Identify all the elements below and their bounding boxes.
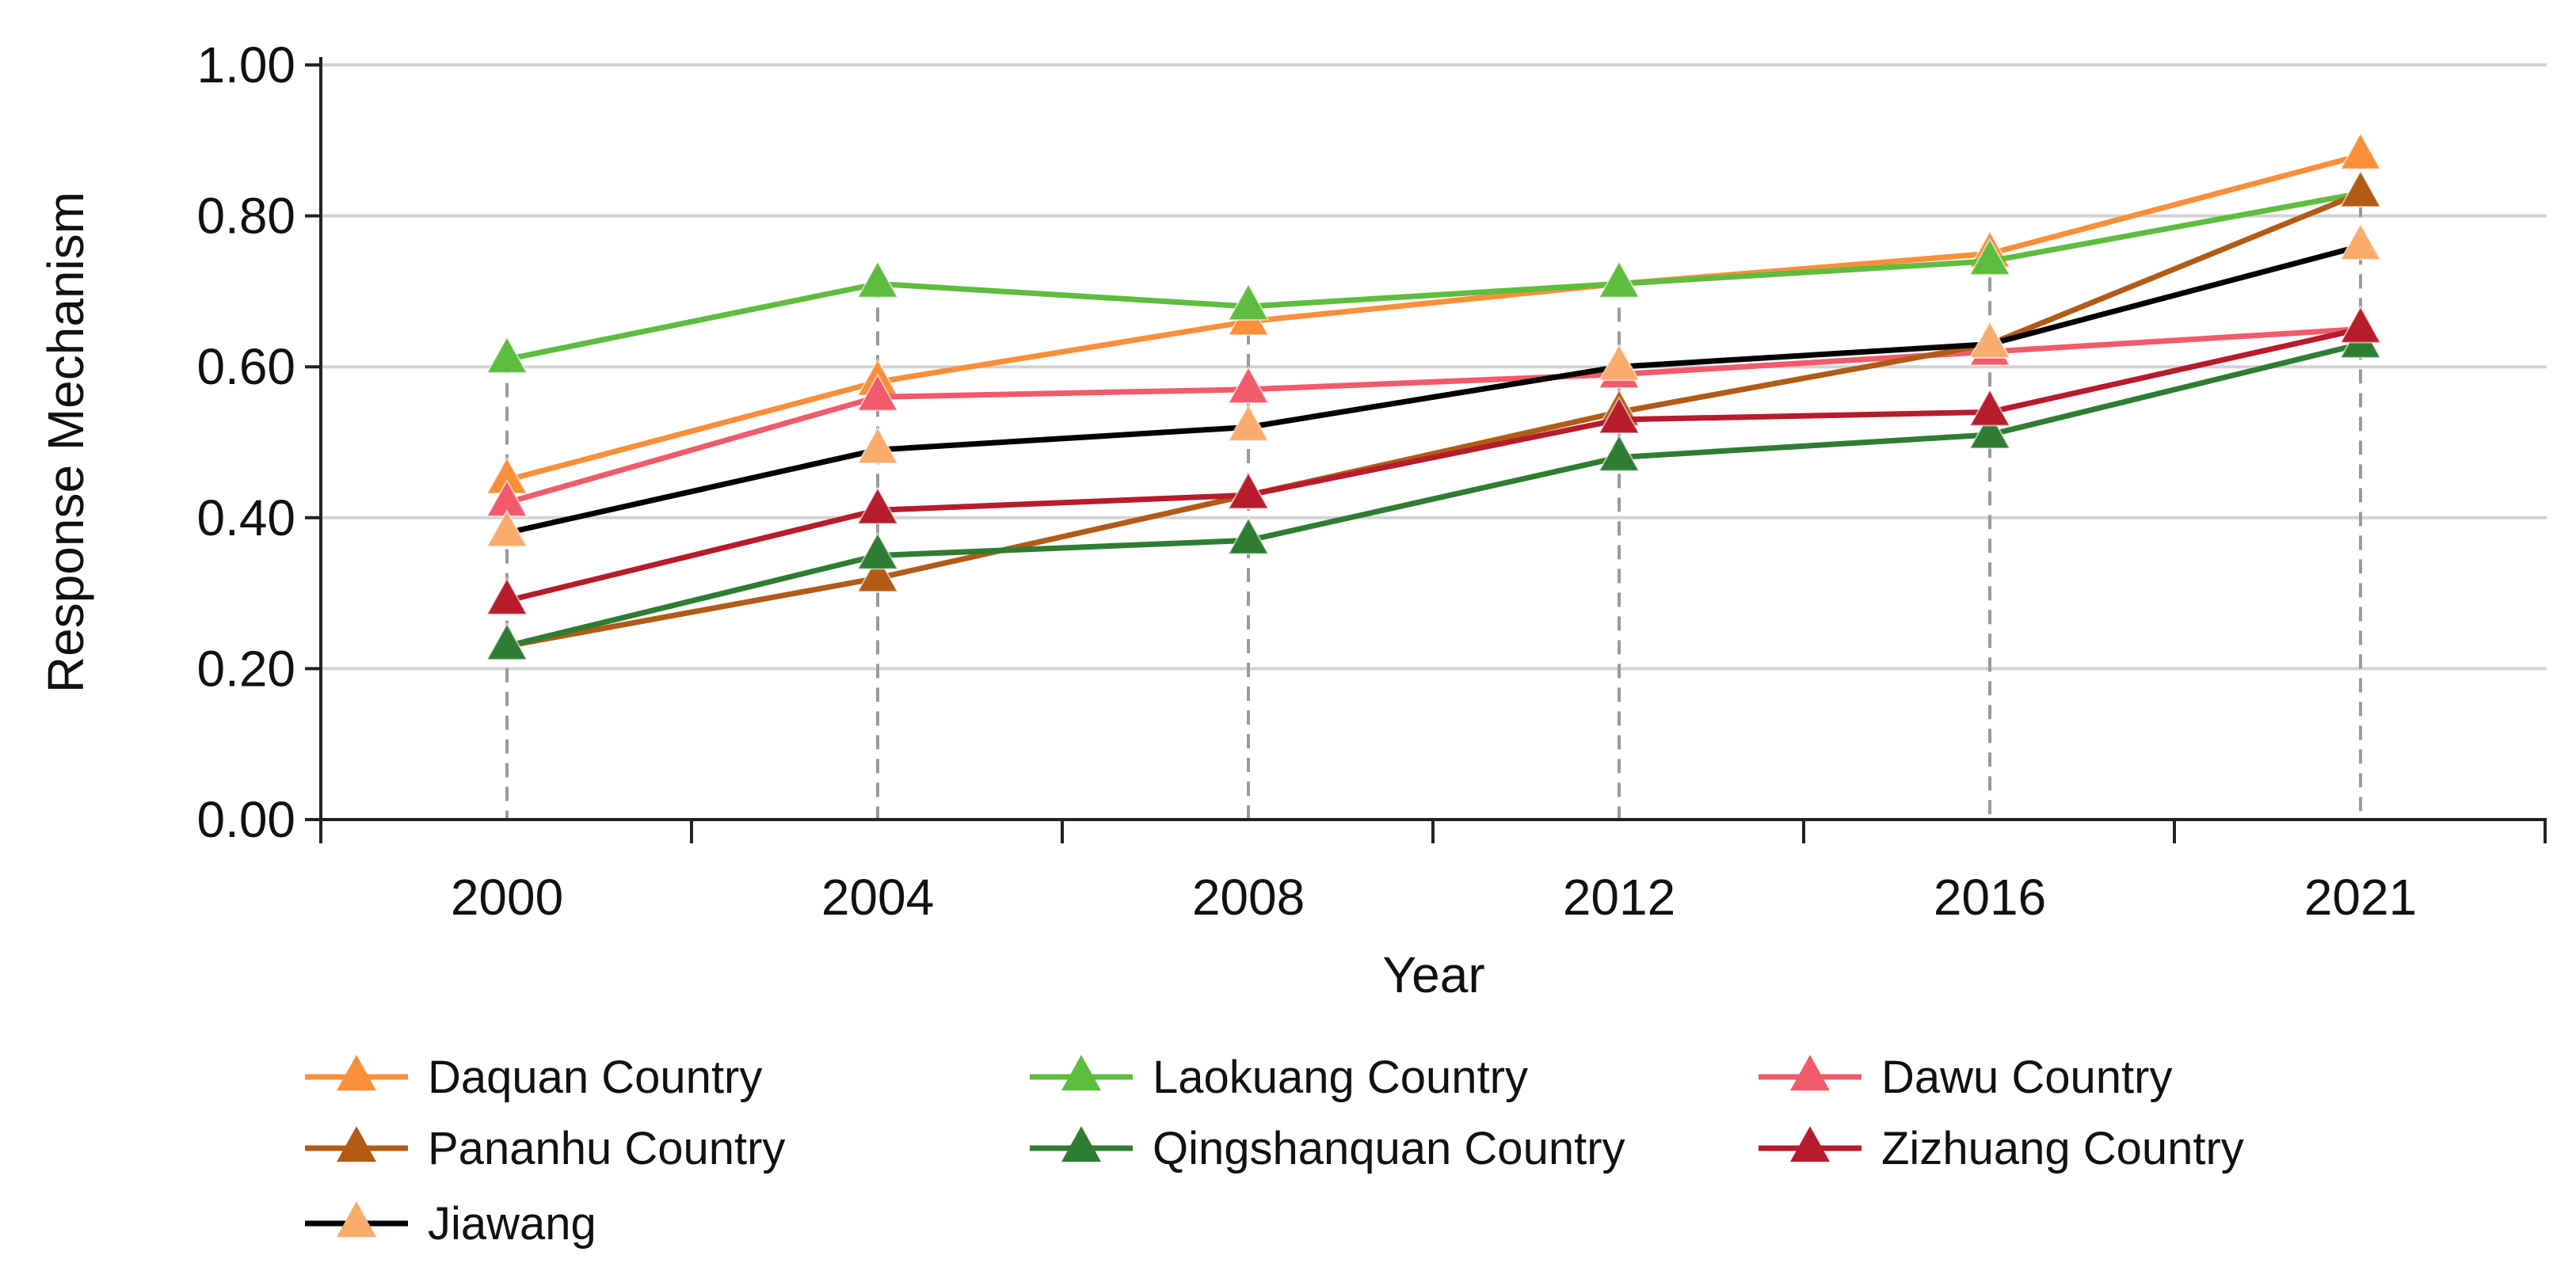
data-point xyxy=(1227,471,1270,510)
data-point xyxy=(856,486,899,525)
series-line xyxy=(506,152,2361,483)
data-point xyxy=(1968,388,2011,427)
legend-item: Laokuang Country xyxy=(1030,1052,1528,1103)
y-tick-label: 0.40 xyxy=(196,489,295,546)
legend-label: Zizhuang Country xyxy=(1881,1123,2244,1174)
legend-marker xyxy=(337,1055,376,1091)
y-tick-label: 0.80 xyxy=(196,188,295,245)
legend: Daquan Country Laokuang Country Dawu Count… xyxy=(305,1052,2244,1250)
legend-item: Daquan Country xyxy=(305,1052,762,1103)
y-tick-label: 0.60 xyxy=(196,338,295,395)
data-point xyxy=(1968,237,2011,276)
legend-item: Pananhu Country xyxy=(305,1123,785,1174)
data-point xyxy=(2339,305,2382,344)
series-line xyxy=(506,341,2361,649)
drop-lines xyxy=(505,155,2362,820)
data-point xyxy=(1968,411,2011,450)
data-point xyxy=(2339,222,2382,261)
legend-marker xyxy=(1061,1055,1101,1091)
legend-item: Qingshanquan Country xyxy=(1030,1123,1625,1174)
series-jiawang xyxy=(486,222,2382,547)
data-point xyxy=(1598,343,1640,382)
data-point xyxy=(856,531,899,570)
x-tick-label: 2008 xyxy=(1192,869,1305,926)
legend-label: Dawu Country xyxy=(1881,1052,2172,1103)
data-point xyxy=(1227,516,1270,555)
series-line xyxy=(506,190,2361,363)
series-line xyxy=(506,326,2361,506)
legend-marker xyxy=(1790,1126,1830,1162)
x-tick-label: 2021 xyxy=(2304,869,2417,926)
data-point xyxy=(486,335,528,374)
series-qingshanquan-country xyxy=(486,320,2382,660)
data-point xyxy=(2339,169,2382,208)
x-tick-label: 2000 xyxy=(451,869,563,926)
data-point xyxy=(1227,283,1270,322)
data-point xyxy=(486,508,528,547)
data-point xyxy=(1598,395,1640,435)
data-point xyxy=(1968,320,2011,359)
legend-label: Qingshanquan Country xyxy=(1153,1123,1625,1174)
legend-label: Daquan Country xyxy=(428,1052,762,1103)
data-point xyxy=(2339,131,2382,170)
data-point xyxy=(856,260,899,299)
series-line xyxy=(506,190,2362,649)
series-zizhuang-country xyxy=(486,305,2382,615)
legend-item: Jiawang xyxy=(305,1198,596,1250)
data-point xyxy=(1598,433,1640,472)
data-point xyxy=(1227,365,1270,404)
legend-label: Laokuang Country xyxy=(1153,1052,1528,1103)
grid xyxy=(321,63,2547,671)
x-tick-label: 2012 xyxy=(1563,869,1675,926)
x-tick-label: 2016 xyxy=(1934,869,2046,926)
y-tick-label: 1.00 xyxy=(196,36,295,93)
data-point xyxy=(856,554,899,593)
legend-marker xyxy=(337,1126,376,1162)
data-point xyxy=(1598,260,1640,299)
legend-item: Zizhuang Country xyxy=(1759,1123,2244,1174)
data-point xyxy=(1227,403,1270,442)
data-point xyxy=(856,373,899,412)
legend-label: Pananhu Country xyxy=(428,1123,785,1174)
legend-item: Dawu Country xyxy=(1759,1052,2172,1103)
legend-marker xyxy=(1061,1126,1101,1162)
series-line xyxy=(506,243,2361,536)
legend-label: Jiawang xyxy=(428,1198,596,1250)
data-point xyxy=(856,426,899,465)
data-point xyxy=(486,622,528,660)
series xyxy=(486,131,2382,660)
series-line xyxy=(506,326,2361,604)
legend-marker xyxy=(337,1201,376,1238)
x-axis-title: Year xyxy=(1382,946,1484,1003)
data-point xyxy=(486,576,528,615)
x-tick-label: 2004 xyxy=(821,869,934,926)
y-tick-label: 0.00 xyxy=(196,791,295,848)
axes: 0.00 0.20 0.40 0.60 0.80 1.00 2000 2004 2008 2012… xyxy=(196,36,2547,926)
legend-marker xyxy=(1790,1055,1830,1091)
y-axis-title: Response Mechanism xyxy=(37,192,94,693)
y-tick-label: 0.20 xyxy=(196,640,295,697)
